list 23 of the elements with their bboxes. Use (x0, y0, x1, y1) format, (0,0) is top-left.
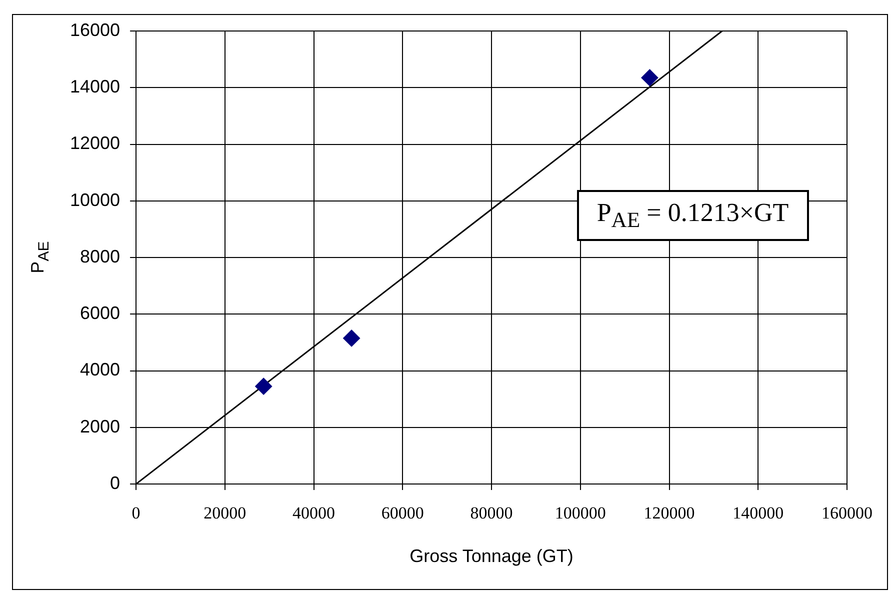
point (255, 378, 272, 395)
y-tick-label: 10000 (70, 190, 120, 210)
y-tick-label: 12000 (70, 133, 120, 154)
y-tick-label: 2000 (80, 416, 120, 436)
x-tick-label: 140000 (732, 504, 784, 523)
x-tick-label: 0 (132, 504, 140, 523)
point (641, 69, 658, 86)
x-tick-label: 100000 (554, 504, 606, 523)
x-tick-label: 20000 (204, 504, 246, 523)
x-tick-label: 120000 (644, 504, 695, 523)
y-tick-label: 4000 (80, 360, 120, 380)
x-tick-label: 160000 (822, 504, 872, 523)
y-tick-label: 6000 (80, 303, 120, 324)
point (343, 330, 360, 347)
x-axis-title: Gross Tonnage (GT) (410, 546, 574, 566)
y-tick-label: 16000 (70, 20, 120, 40)
y-tick-label: 0 (110, 472, 120, 493)
annotation: P$_{AE}$ = 0.1213×GT (576, 190, 809, 241)
y-tick-label: 8000 (80, 246, 120, 266)
x-tick-label: 80000 (470, 504, 513, 523)
y-tick-label: 14000 (70, 76, 120, 97)
x-tick-label: 40000 (292, 504, 336, 523)
x-tick-label: 60000 (381, 504, 424, 523)
